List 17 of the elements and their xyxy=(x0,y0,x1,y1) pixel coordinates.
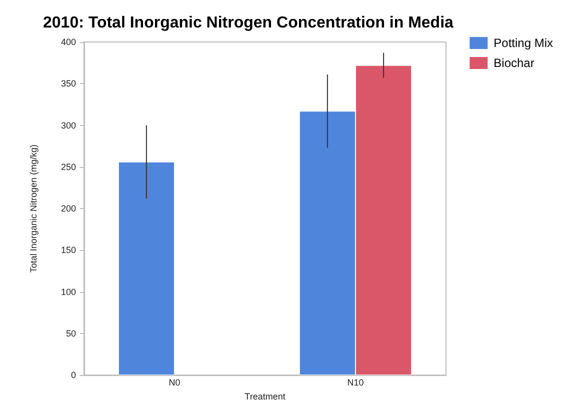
y-tick-label: 150 xyxy=(60,245,76,256)
bar xyxy=(118,162,174,376)
y-tick-label: 400 xyxy=(60,37,76,47)
y-tick-label: 200 xyxy=(60,204,76,214)
y-axis-title: Total Inorganic Nitrogen (mg/kg) xyxy=(28,144,38,273)
y-tick-label: 350 xyxy=(60,78,76,89)
y-tick-label: 250 xyxy=(60,162,76,172)
chart-title: 2010: Total Inorganic Nitrogen Concentration in Media xyxy=(43,14,454,32)
legend-label: Biochar xyxy=(494,56,534,70)
y-tick-label: 300 xyxy=(60,120,76,130)
x-axis-title: Treatment xyxy=(244,392,286,402)
y-tick-label: 100 xyxy=(60,286,76,297)
x-tick-label: N10 xyxy=(347,378,364,388)
y-tick-label: 0 xyxy=(70,370,76,380)
y-tick-label: 50 xyxy=(66,328,76,338)
legend-label: Potting Mix xyxy=(494,36,554,50)
x-tick-label: N0 xyxy=(168,378,180,388)
